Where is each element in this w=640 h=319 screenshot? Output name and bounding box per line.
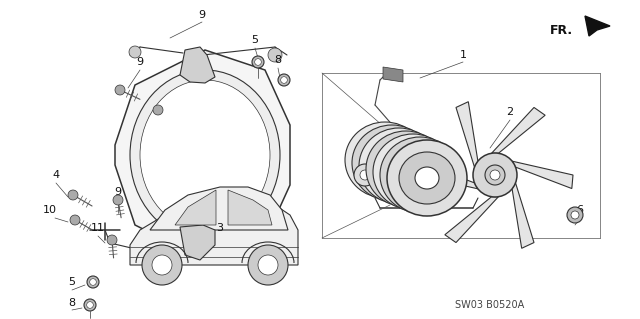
Circle shape: [268, 48, 282, 62]
Text: 3: 3: [216, 223, 223, 233]
Circle shape: [84, 299, 96, 311]
Circle shape: [278, 74, 290, 86]
Polygon shape: [228, 190, 272, 225]
Ellipse shape: [387, 140, 467, 216]
Polygon shape: [492, 108, 545, 153]
Circle shape: [567, 207, 583, 223]
Circle shape: [258, 255, 278, 275]
Circle shape: [107, 235, 117, 245]
Polygon shape: [456, 102, 478, 167]
Ellipse shape: [373, 134, 453, 210]
Polygon shape: [383, 67, 403, 82]
Circle shape: [68, 190, 78, 200]
Circle shape: [152, 255, 172, 275]
Circle shape: [115, 85, 125, 95]
Text: 5: 5: [68, 277, 76, 287]
Circle shape: [86, 302, 93, 308]
Polygon shape: [417, 161, 478, 189]
Polygon shape: [512, 161, 573, 189]
Polygon shape: [180, 225, 215, 260]
Circle shape: [281, 77, 287, 83]
Polygon shape: [180, 47, 215, 83]
Circle shape: [485, 165, 505, 185]
Circle shape: [473, 153, 517, 197]
Text: 1: 1: [460, 50, 467, 60]
Text: 9: 9: [198, 10, 205, 20]
Circle shape: [252, 56, 264, 68]
Circle shape: [129, 46, 141, 58]
Circle shape: [360, 170, 370, 180]
Ellipse shape: [366, 131, 446, 207]
Text: 6: 6: [577, 205, 584, 215]
Polygon shape: [115, 50, 290, 260]
Circle shape: [142, 245, 182, 285]
Text: 7: 7: [387, 147, 394, 157]
Text: 8: 8: [275, 55, 282, 65]
Circle shape: [90, 279, 96, 285]
Polygon shape: [130, 200, 298, 265]
Circle shape: [248, 245, 288, 285]
Text: 5: 5: [252, 35, 259, 45]
Circle shape: [490, 170, 500, 180]
Circle shape: [153, 105, 163, 115]
Ellipse shape: [140, 80, 270, 230]
Ellipse shape: [399, 152, 455, 204]
Polygon shape: [585, 16, 610, 36]
Circle shape: [70, 215, 80, 225]
Circle shape: [113, 195, 123, 205]
Polygon shape: [512, 183, 534, 248]
Circle shape: [571, 211, 579, 219]
Text: 9: 9: [115, 187, 122, 197]
Text: 9: 9: [136, 57, 143, 67]
Text: FR.: FR.: [550, 24, 573, 36]
Text: 10: 10: [43, 205, 57, 215]
Text: SW03 B0520A: SW03 B0520A: [456, 300, 525, 310]
Text: 2: 2: [506, 107, 513, 117]
Text: 8: 8: [68, 298, 76, 308]
Polygon shape: [445, 197, 499, 242]
Ellipse shape: [352, 125, 432, 201]
Circle shape: [255, 59, 261, 65]
Ellipse shape: [359, 128, 439, 204]
Polygon shape: [150, 187, 288, 230]
Ellipse shape: [345, 122, 425, 198]
Ellipse shape: [130, 70, 280, 240]
Circle shape: [87, 276, 99, 288]
Circle shape: [354, 164, 376, 186]
Ellipse shape: [380, 137, 460, 213]
Text: 11: 11: [91, 223, 105, 233]
Polygon shape: [175, 190, 216, 225]
Ellipse shape: [415, 167, 439, 189]
Text: 4: 4: [52, 170, 60, 180]
